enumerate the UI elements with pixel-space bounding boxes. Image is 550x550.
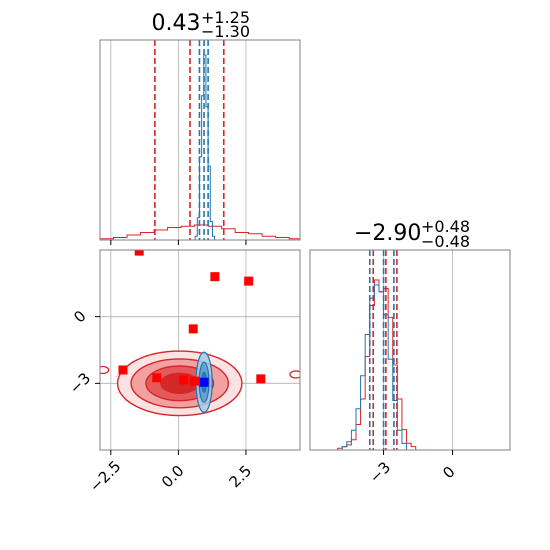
hist1-blue-series — [194, 54, 216, 240]
param2-title-sub: −0.48 — [421, 232, 470, 251]
hist2-frame — [309, 249, 511, 451]
joint-sample-point-88 — [116, 391, 119, 394]
joint-sample-point-131 — [124, 400, 127, 402]
joint-y-tick-labels: 0 −3 — [66, 307, 94, 398]
joint-tick-marks — [95, 316, 247, 455]
joint-x-tick-label-1: 0.0 — [158, 462, 188, 492]
grid-joint — [100, 250, 300, 450]
param2-title-sup: +0.48 — [421, 217, 470, 236]
param2-title-main: −2.90 — [354, 221, 421, 246]
joint-red-marker-4 — [118, 365, 128, 375]
joint-red-marker-7 — [190, 376, 200, 386]
hist2-red-series — [337, 279, 417, 450]
joint-x-tick-label-2: 2.5 — [226, 462, 256, 492]
joint-red-marker-5 — [152, 373, 162, 383]
joint-x-tick-labels: −2.5 0.0 2.5 — [86, 457, 255, 495]
joint-red-marker-0 — [134, 250, 144, 256]
joint-red-marker-6 — [179, 375, 189, 385]
joint-distribution: −2.5 0.0 2.5 0 −3 — [66, 249, 301, 496]
joint-sample-point-16 — [210, 353, 212, 355]
hist2-x-tick-labels: −3 0 — [366, 458, 459, 486]
joint-red-marker-8 — [256, 374, 266, 384]
joint-sample-point-47 — [233, 364, 236, 367]
grid-hist1 — [110, 40, 247, 240]
joint-red-outlier-contour-1 — [100, 365, 110, 375]
histogram-param1 — [99, 39, 301, 245]
joint-x-tick-label-0: −2.5 — [86, 457, 124, 495]
param1-title-sub: −1.30 — [201, 22, 250, 41]
joint-y-tick-label-0: 0 — [70, 307, 89, 326]
hist2-tick-marks — [383, 450, 454, 455]
hist1-frame — [99, 39, 301, 241]
joint-y-tick-label-1: −3 — [66, 369, 94, 397]
joint-sample-point-11 — [238, 394, 241, 397]
joint-red-outlier-contour-0 — [289, 370, 300, 379]
hist2-x-tick-label-1: 0 — [439, 463, 458, 482]
hist1-red-series — [100, 224, 300, 240]
joint-frame — [99, 249, 301, 451]
joint-blue-marker-0 — [199, 377, 209, 387]
param1-title: 0.43 — [152, 11, 201, 36]
histogram-param2: −3 0 — [309, 249, 511, 487]
joint-sample-point-97 — [115, 375, 117, 378]
joint-red-marker-1 — [210, 272, 220, 282]
joint-red-marker-2 — [244, 276, 254, 286]
param1-title-sup: +1.25 — [201, 8, 250, 27]
joint-red-marker-3 — [188, 324, 198, 334]
hist1-tick-marks — [110, 240, 247, 245]
param1-title-main: 0.43 — [152, 11, 201, 36]
hist2-x-tick-label-0: −3 — [366, 458, 394, 486]
joint-sample-point-84 — [116, 373, 119, 376]
joint-sample-point-37 — [219, 408, 221, 411]
